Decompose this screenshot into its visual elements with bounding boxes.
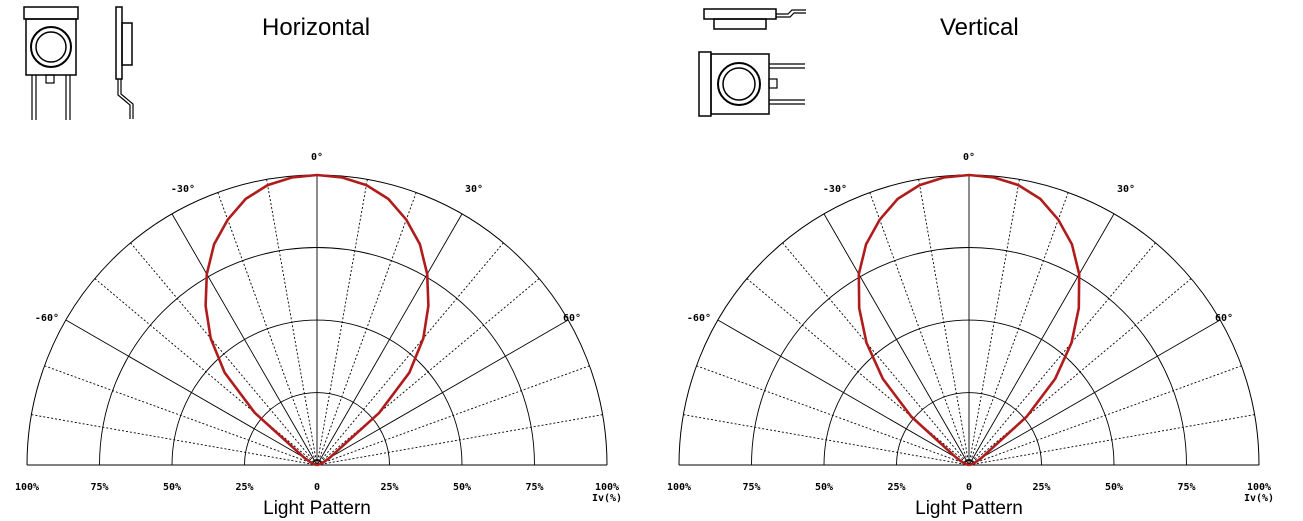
radial-tick-label: 75% xyxy=(90,482,108,493)
angle-label: 60° xyxy=(563,313,581,324)
grid-spoke-minor xyxy=(316,414,603,466)
grid-spoke-minor xyxy=(968,242,1156,466)
radial-axis-label: Iv(%) xyxy=(592,493,622,504)
grid-spoke-major xyxy=(316,319,569,466)
radial-tick-label: 100% xyxy=(15,482,39,493)
radial-tick-label: 50% xyxy=(815,482,833,493)
angle-label: -60° xyxy=(687,313,711,324)
grid-spoke-minor xyxy=(316,242,504,466)
grid-spoke-minor xyxy=(44,365,318,466)
grid-spoke-major xyxy=(316,213,463,466)
grid-spoke-minor xyxy=(316,179,368,466)
led-rotated-front-view-icon xyxy=(698,51,805,117)
grid-spoke-minor xyxy=(31,414,318,466)
led-top-view-icon xyxy=(703,8,806,30)
polar-grid xyxy=(26,174,608,466)
radial-tick-label: 50% xyxy=(163,482,181,493)
grid-spoke-minor xyxy=(266,179,318,466)
led-front-view-icon xyxy=(23,6,79,120)
angle-label: -60° xyxy=(35,313,59,324)
radial-tick-label: 50% xyxy=(453,482,471,493)
grid-spoke-minor xyxy=(316,192,417,466)
radial-axis-label: Iv(%) xyxy=(1244,493,1274,504)
grid-spoke-minor xyxy=(683,414,970,466)
grid-spoke-major xyxy=(171,213,318,466)
grid-spoke-major xyxy=(65,319,318,466)
grid-spoke-minor xyxy=(968,192,1069,466)
radial-tick-label: 75% xyxy=(1177,482,1195,493)
intensity-curve xyxy=(204,173,430,467)
chart-caption: Light Pattern xyxy=(263,498,371,519)
radial-tick-label: 75% xyxy=(525,482,543,493)
grid-spoke-minor xyxy=(316,365,590,466)
radial-tick-label: 25% xyxy=(887,482,905,493)
radial-tick-label: 25% xyxy=(235,482,253,493)
grid-spoke-major xyxy=(823,213,970,466)
angle-label: -30° xyxy=(823,184,847,195)
grid-spoke-major xyxy=(717,319,970,466)
radial-tick-label: 0 xyxy=(966,482,972,493)
grid-spoke-major xyxy=(968,213,1115,466)
angle-label: 60° xyxy=(1215,313,1233,324)
intensity-curve xyxy=(857,173,1081,467)
radial-tick-label: 100% xyxy=(595,482,619,493)
grid-spoke-minor xyxy=(869,192,970,466)
grid-spoke-minor xyxy=(968,414,1255,466)
polar-grid xyxy=(678,174,1260,466)
polar-chart: 0° 30° -30° 60° -60° 100% 75% 50% 25% 0 25% 50% 75% 1… xyxy=(667,152,1274,519)
polar-chart: 0° 30° -30° 60° -60° 100% 75% 50% 25% 0 25% 50% 75% 1… xyxy=(15,152,622,519)
radial-tick-label: 25% xyxy=(1032,482,1050,493)
angle-label: -30° xyxy=(171,184,195,195)
chart-caption: Light Pattern xyxy=(915,498,1023,519)
angle-label: 0° xyxy=(311,152,323,163)
radial-tick-label: 0 xyxy=(314,482,320,493)
radial-tick-label: 25% xyxy=(380,482,398,493)
grid-spoke-major xyxy=(968,319,1221,466)
led-side-view-icon xyxy=(115,6,134,119)
radial-tick-label: 75% xyxy=(742,482,760,493)
angle-label: 30° xyxy=(465,184,483,195)
vertical-panel: Vertical 0° 30° -30° 60° -60° 100% 75% 50% 25% 0 2… xyxy=(652,0,1303,521)
grid-spoke-minor xyxy=(130,242,318,466)
horizontal-panel: Horizontal 0° 30° -30° 60° -60° 100% 75% 50% 25%… xyxy=(0,0,651,521)
grid-spoke-minor xyxy=(918,179,970,466)
chart-title: Horizontal xyxy=(262,14,371,41)
chart-title: Vertical xyxy=(940,14,1019,41)
radial-tick-label: 50% xyxy=(1105,482,1123,493)
radial-tick-label: 100% xyxy=(667,482,691,493)
angle-label: 0° xyxy=(963,152,975,163)
grid-spoke-minor xyxy=(217,192,318,466)
grid-spoke-minor xyxy=(696,365,970,466)
angle-label: 30° xyxy=(1117,184,1135,195)
grid-spoke-minor xyxy=(782,242,970,466)
radial-tick-label: 100% xyxy=(1247,482,1271,493)
grid-spoke-minor xyxy=(968,179,1020,466)
grid-spoke-minor xyxy=(968,365,1242,466)
